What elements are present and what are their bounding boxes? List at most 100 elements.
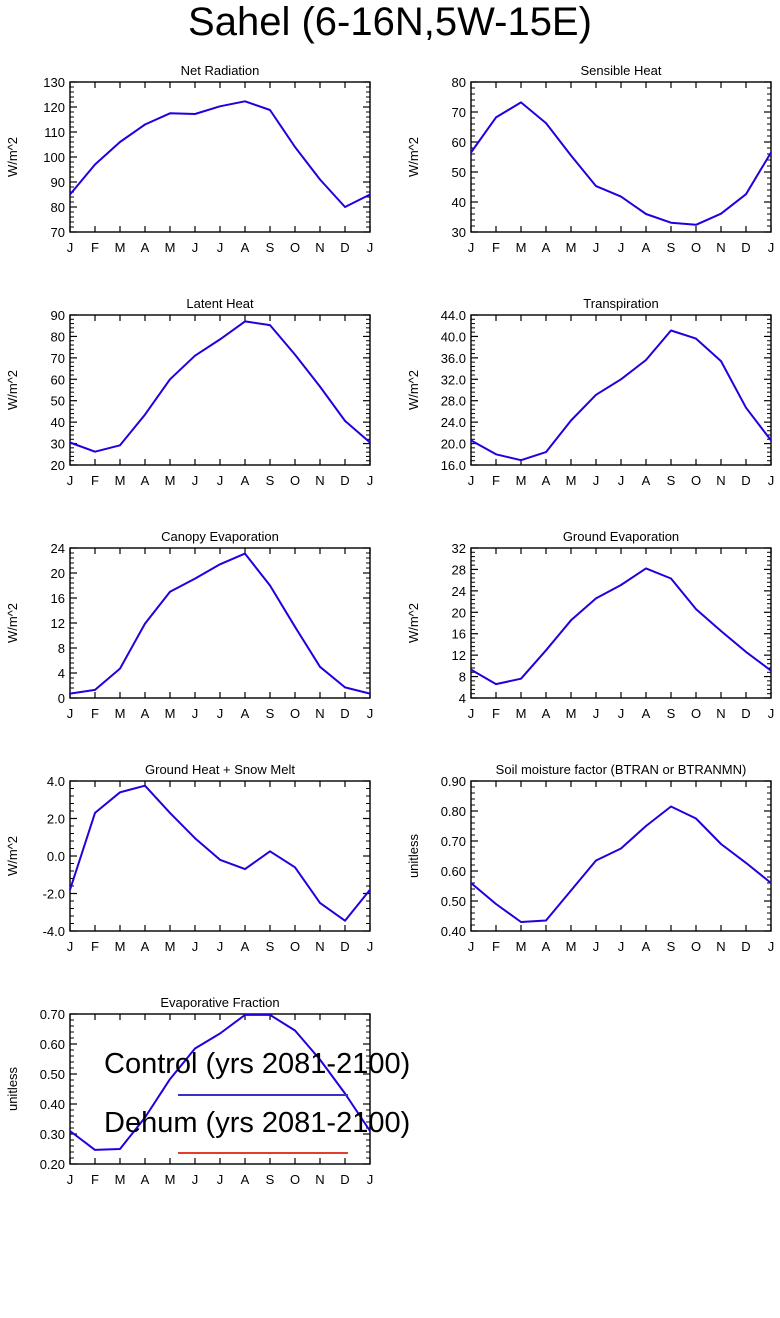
data-point (69, 888, 71, 891)
x-tick-label: J (192, 939, 199, 954)
y-tick-label: 16.0 (441, 458, 466, 473)
x-tick-label: S (266, 473, 275, 488)
y-tick-label: 12 (51, 616, 65, 631)
x-tick-label: D (340, 939, 349, 954)
data-point (244, 100, 246, 103)
x-tick-label: J (192, 473, 199, 488)
y-tick-label: 36.0 (441, 351, 466, 366)
data-point (294, 353, 296, 356)
y-tick-label: 40.0 (441, 329, 466, 344)
x-tick-label: A (642, 240, 651, 255)
x-tick-label: M (516, 240, 527, 255)
x-tick-label: A (542, 939, 551, 954)
data-point (570, 154, 572, 157)
chart-title: Sensible Heat (581, 63, 662, 78)
y-tick-label: 0.80 (441, 804, 466, 819)
x-tick-label: J (67, 1172, 74, 1187)
data-point (595, 859, 597, 862)
x-tick-label: S (266, 240, 275, 255)
data-point (344, 420, 346, 422)
x-tick-label: M (115, 939, 126, 954)
x-tick-label: J (468, 706, 475, 721)
x-tick-label: D (340, 240, 349, 255)
y-tick-label: 80 (51, 200, 65, 215)
x-tick-label: M (516, 939, 527, 954)
data-point (169, 378, 171, 381)
y-tick-label: 50 (452, 165, 466, 180)
x-tick-label: A (542, 706, 551, 721)
series-line-control (69, 784, 371, 922)
x-tick-label: A (642, 473, 651, 488)
y-tick-label: 50 (51, 394, 65, 409)
data-point (144, 123, 146, 126)
x-tick-label: A (542, 240, 551, 255)
x-tick-label: M (115, 1172, 126, 1187)
x-tick-label: J (468, 939, 475, 954)
data-point (319, 1058, 321, 1061)
data-point (520, 101, 522, 104)
x-tick-label: N (315, 1172, 324, 1187)
data-point (294, 1029, 296, 1032)
x-tick-label: O (290, 939, 300, 954)
data-point (645, 359, 647, 361)
y-tick-label: 0.50 (441, 894, 466, 909)
y-tick-label: 70 (452, 105, 466, 120)
data-point (119, 444, 121, 447)
x-tick-label: S (266, 939, 275, 954)
x-tick-label: J (367, 706, 374, 721)
chart-title: Transpiration (583, 296, 658, 311)
legend-line-control (178, 1094, 348, 1096)
x-tick-label: N (315, 473, 324, 488)
x-tick-label: S (266, 706, 275, 721)
x-tick-label: M (165, 939, 176, 954)
x-tick-label: J (367, 939, 374, 954)
y-axis-label: W/m^2 (406, 603, 421, 643)
x-tick-label: J (67, 240, 74, 255)
data-point (620, 584, 622, 586)
chart-title: Ground Heat + Snow Melt (145, 762, 295, 777)
y-axis-label: W/m^2 (406, 370, 421, 410)
x-tick-label: O (691, 939, 701, 954)
plot-frame (69, 81, 371, 233)
y-tick-label: 16 (51, 591, 65, 606)
data-point (595, 394, 597, 396)
data-point (670, 805, 672, 808)
y-tick-label: 0 (58, 691, 65, 706)
data-point (620, 378, 622, 381)
data-point (344, 686, 346, 689)
x-tick-label: J (192, 706, 199, 721)
y-tick-label: 30 (452, 225, 466, 240)
data-point (194, 113, 196, 115)
series-line-control (69, 320, 371, 453)
y-axis-label: W/m^2 (5, 603, 20, 643)
chart-panel: Soil moisture factor (BTRAN or BTRANMN) u… (406, 762, 774, 954)
y-tick-label: 0.40 (40, 1097, 65, 1112)
y-tick-label: 2.0 (47, 812, 65, 827)
x-tick-label: N (716, 240, 725, 255)
y-tick-label: 110 (44, 125, 65, 140)
x-tick-label: J (593, 473, 600, 488)
data-point (144, 1116, 146, 1119)
x-tick-label: M (115, 240, 126, 255)
x-tick-label: J (217, 473, 224, 488)
data-point (94, 812, 96, 814)
x-tick-label: M (566, 939, 577, 954)
y-tick-label: 24.0 (441, 415, 466, 430)
x-tick-label: O (290, 1172, 300, 1187)
x-tick-label: D (741, 473, 750, 488)
x-tick-label: M (165, 240, 176, 255)
data-point (219, 563, 221, 566)
x-tick-label: A (141, 473, 150, 488)
x-tick-label: A (141, 939, 150, 954)
data-point (244, 868, 246, 870)
plot-frame (69, 780, 371, 932)
x-tick-label: D (340, 706, 349, 721)
y-tick-label: 8 (58, 641, 65, 656)
y-tick-label: 60 (51, 372, 65, 387)
data-point (269, 1014, 271, 1016)
x-tick-label: A (642, 939, 651, 954)
data-point (695, 337, 697, 340)
x-tick-label: S (667, 939, 676, 954)
data-point (470, 668, 472, 671)
